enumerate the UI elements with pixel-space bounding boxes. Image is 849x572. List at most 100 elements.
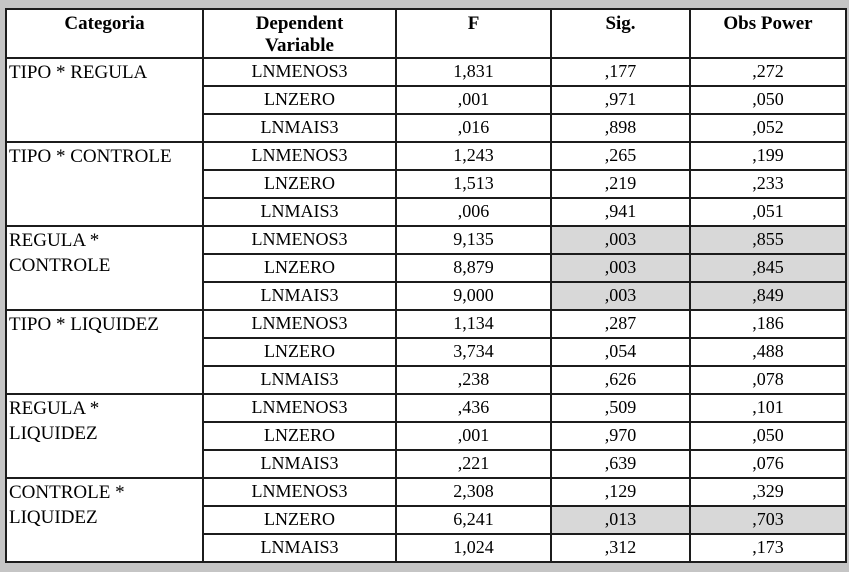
header-row: Categoria Dependent Variable F Sig. Obs … <box>5 8 847 59</box>
obs-power-cell: ,703 <box>689 504 847 535</box>
f-value-cell: 8,879 <box>395 252 552 283</box>
obs-power-cell: ,173 <box>689 532 847 563</box>
f-value-cell: 6,241 <box>395 504 552 535</box>
obs-power-cell: ,849 <box>689 280 847 311</box>
sig-value-cell: ,626 <box>550 364 691 395</box>
table-row: LNZERO 6,241 ,013 ,703 <box>6 504 847 535</box>
table-row: TIPO * REGULA LNMENOS3 1,831 ,177 ,272 <box>5 56 847 143</box>
category-cell: REGULA * LIQUIDEZ <box>5 392 204 479</box>
sig-value-cell: ,003 <box>550 224 691 255</box>
results-table: Categoria Dependent Variable F Sig. Obs … <box>5 8 847 563</box>
sig-value-cell: ,219 <box>550 168 691 199</box>
sig-value-cell: ,898 <box>550 112 691 143</box>
f-value-cell: ,006 <box>395 196 552 227</box>
obs-power-cell: ,199 <box>689 140 847 171</box>
category-cell: REGULA * CONTROLE <box>5 224 204 311</box>
dependent-variable-cell: LNMAIS3 <box>202 532 397 563</box>
obs-power-cell: ,855 <box>689 224 847 255</box>
sig-value-cell: ,941 <box>550 196 691 227</box>
table-row: REGULA * CONTROLE LNMENOS3 9,135 ,003 ,8… <box>5 224 847 311</box>
table-row: LNZERO 1,513 ,219 ,233 <box>6 168 847 199</box>
sig-value-cell: ,970 <box>550 420 691 451</box>
table-row: TIPO * CONTROLE LNMENOS3 1,243 ,265 ,199 <box>5 140 847 227</box>
sig-value-cell: ,265 <box>550 140 691 171</box>
table-row: CONTROLE * LIQUIDEZ LNMENOS3 2,308 ,129 … <box>5 476 847 563</box>
obs-power-cell: ,078 <box>689 364 847 395</box>
sig-value-cell: ,054 <box>550 336 691 367</box>
dependent-variable-cell: LNMENOS3 <box>202 224 397 255</box>
table-row: LNMAIS3 9,000 ,003 ,849 <box>6 280 847 311</box>
obs-power-cell: ,845 <box>689 252 847 283</box>
sig-value-cell: ,971 <box>550 84 691 115</box>
dependent-variable-cell: LNZERO <box>202 252 397 283</box>
f-value-cell: ,001 <box>395 420 552 451</box>
table-row: LNZERO 8,879 ,003 ,845 <box>6 252 847 283</box>
sig-value-cell: ,013 <box>550 504 691 535</box>
f-value-cell: 1,243 <box>395 140 552 171</box>
dependent-variable-cell: LNZERO <box>202 420 397 451</box>
sig-value-cell: ,003 <box>550 252 691 283</box>
sig-value-cell: ,003 <box>550 280 691 311</box>
table-row: REGULA * LIQUIDEZ LNMENOS3 ,436 ,509 ,10… <box>5 392 847 479</box>
obs-power-cell: ,051 <box>689 196 847 227</box>
obs-power-cell: ,050 <box>689 420 847 451</box>
dependent-variable-cell: LNMAIS3 <box>202 280 397 311</box>
table-row: LNMAIS3 1,024 ,312 ,173 <box>6 532 847 563</box>
f-value-cell: ,001 <box>395 84 552 115</box>
dependent-variable-cell: LNMAIS3 <box>202 364 397 395</box>
table-row: LNZERO 3,734 ,054 ,488 <box>6 336 847 367</box>
f-value-cell: 3,734 <box>395 336 552 367</box>
dependent-variable-cell: LNZERO <box>202 336 397 367</box>
dependent-variable-cell: LNMAIS3 <box>202 196 397 227</box>
dependent-variable-cell: LNMAIS3 <box>202 112 397 143</box>
dependent-variable-cell: LNMENOS3 <box>202 140 397 171</box>
dependent-variable-cell: LNZERO <box>202 168 397 199</box>
header-categoria: Categoria <box>5 8 204 59</box>
header-dependent-variable-label: Dependent Variable <box>255 13 344 56</box>
category-cell: TIPO * REGULA <box>5 56 204 143</box>
sig-value-cell: ,509 <box>550 392 691 423</box>
obs-power-cell: ,050 <box>689 84 847 115</box>
table-row: LNMAIS3 ,238 ,626 ,078 <box>6 364 847 395</box>
obs-power-cell: ,052 <box>689 112 847 143</box>
header-sig: Sig. <box>550 8 691 59</box>
f-value-cell: ,238 <box>395 364 552 395</box>
obs-power-cell: ,329 <box>689 476 847 507</box>
table-row: TIPO * LIQUIDEZ LNMENOS3 1,134 ,287 ,186 <box>5 308 847 395</box>
table-row: LNMAIS3 ,221 ,639 ,076 <box>6 448 847 479</box>
obs-power-cell: ,186 <box>689 308 847 339</box>
table-row: LNZERO ,001 ,970 ,050 <box>6 420 847 451</box>
category-cell: TIPO * CONTROLE <box>5 140 204 227</box>
category-cell: CONTROLE * LIQUIDEZ <box>5 476 204 563</box>
table-row: LNMAIS3 ,016 ,898 ,052 <box>6 112 847 143</box>
f-value-cell: 1,513 <box>395 168 552 199</box>
obs-power-cell: ,488 <box>689 336 847 367</box>
sig-value-cell: ,312 <box>550 532 691 563</box>
f-value-cell: 1,831 <box>395 56 552 87</box>
obs-power-cell: ,233 <box>689 168 847 199</box>
header-dependent-variable: Dependent Variable <box>202 8 397 59</box>
sig-value-cell: ,177 <box>550 56 691 87</box>
obs-power-cell: ,076 <box>689 448 847 479</box>
dependent-variable-cell: LNMAIS3 <box>202 448 397 479</box>
dependent-variable-cell: LNZERO <box>202 504 397 535</box>
table-row: LNMAIS3 ,006 ,941 ,051 <box>6 196 847 227</box>
f-value-cell: 1,024 <box>395 532 552 563</box>
table-row: LNZERO ,001 ,971 ,050 <box>6 84 847 115</box>
obs-power-cell: ,272 <box>689 56 847 87</box>
f-value-cell: 1,134 <box>395 308 552 339</box>
dependent-variable-cell: LNMENOS3 <box>202 56 397 87</box>
f-value-cell: 9,135 <box>395 224 552 255</box>
sig-value-cell: ,639 <box>550 448 691 479</box>
f-value-cell: ,221 <box>395 448 552 479</box>
dependent-variable-cell: LNMENOS3 <box>202 308 397 339</box>
f-value-cell: 2,308 <box>395 476 552 507</box>
category-cell: TIPO * LIQUIDEZ <box>5 308 204 395</box>
dependent-variable-cell: LNMENOS3 <box>202 476 397 507</box>
header-obs-power: Obs Power <box>689 8 847 59</box>
f-value-cell: ,016 <box>395 112 552 143</box>
header-f: F <box>395 8 552 59</box>
obs-power-cell: ,101 <box>689 392 847 423</box>
sig-value-cell: ,129 <box>550 476 691 507</box>
